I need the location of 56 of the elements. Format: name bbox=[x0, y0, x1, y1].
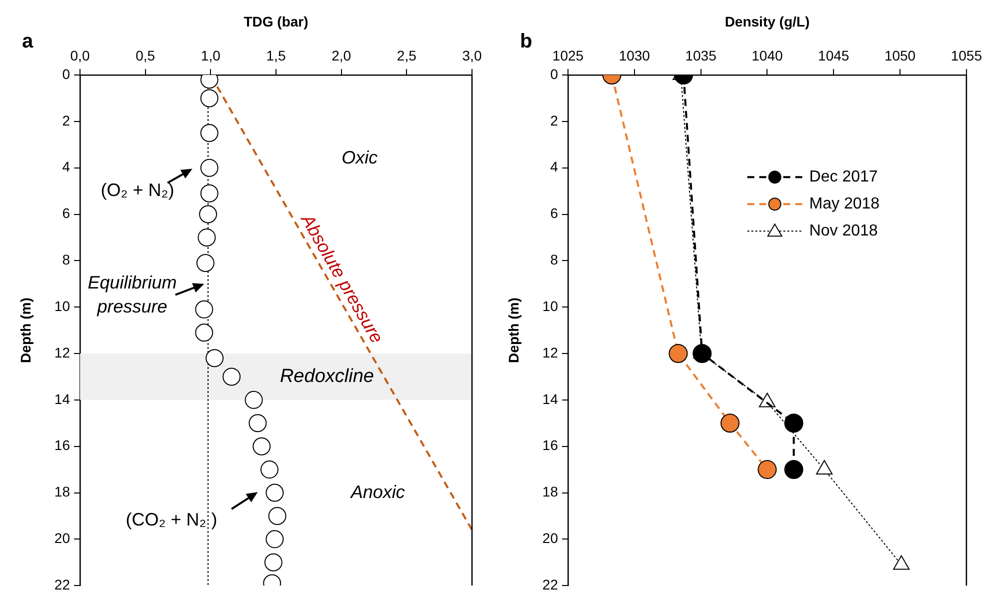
x-tick-label: 1025 bbox=[552, 47, 584, 64]
x-tick-label: 1,0 bbox=[200, 47, 221, 64]
x-tick-label: 2,0 bbox=[332, 47, 352, 64]
x-axis-title: TDG (bar) bbox=[244, 13, 308, 30]
x-tick-label: 3,0 bbox=[462, 47, 482, 64]
text: b bbox=[520, 30, 532, 53]
legend-label: Nov 2018 bbox=[809, 222, 878, 240]
point bbox=[206, 349, 224, 368]
y-tick-label: 16 bbox=[54, 437, 70, 454]
annotation: (O₂ + N₂) bbox=[100, 180, 174, 200]
y-tick-label: 20 bbox=[54, 530, 70, 546]
y-axis-title: Depth (m) bbox=[17, 298, 34, 363]
x-tick-label: 0,0 bbox=[70, 47, 90, 64]
y-tick-label: 4 bbox=[62, 158, 70, 175]
y-tick-label: 6 bbox=[550, 205, 558, 222]
band-label: Redoxcline bbox=[280, 366, 374, 387]
annotation: Oxic bbox=[342, 148, 378, 168]
x-tick-label: 0,5 bbox=[136, 47, 156, 64]
y-tick-label: 12 bbox=[54, 344, 70, 360]
x-tick-label: 1040 bbox=[752, 47, 783, 64]
legend-label: Dec 2017 bbox=[809, 168, 878, 186]
point bbox=[244, 390, 263, 409]
y-tick-label: 18 bbox=[54, 484, 70, 500]
y-tick-label: 14 bbox=[54, 390, 70, 407]
y-tick-label: 0 bbox=[62, 66, 70, 82]
x-tick-label: 1,5 bbox=[266, 47, 286, 64]
y-tick-label: 8 bbox=[550, 252, 558, 268]
x-tick-label: 2,5 bbox=[396, 47, 417, 64]
legend-label: May 2018 bbox=[809, 196, 880, 213]
annotation: (CO₂ + N₂ ) bbox=[126, 510, 218, 530]
x-tick-label: 1050 bbox=[884, 47, 916, 64]
x-tick-label: 1035 bbox=[685, 47, 717, 64]
y-axis-title: Depth (m) bbox=[505, 298, 522, 363]
y-tick-label: 0 bbox=[550, 66, 558, 82]
y-tick-label: 20 bbox=[542, 530, 558, 546]
y-tick-label: 2 bbox=[550, 112, 558, 128]
y-tick-label: 8 bbox=[62, 252, 70, 268]
y-tick-label: 22 bbox=[542, 576, 558, 592]
annotation: Anoxic bbox=[350, 482, 405, 502]
x-tick-label: 1045 bbox=[818, 47, 850, 64]
y-tick-label: 22 bbox=[54, 576, 70, 592]
x-tick-label: 1055 bbox=[950, 47, 982, 64]
y-tick-label: 10 bbox=[542, 298, 558, 314]
x-tick-label: 1030 bbox=[618, 47, 650, 64]
text: a bbox=[22, 30, 34, 53]
y-tick-label: 2 bbox=[62, 112, 70, 128]
y-tick-label: 18 bbox=[542, 484, 558, 500]
annotation: Equilibrium pressure bbox=[88, 272, 177, 316]
y-tick-label: 4 bbox=[550, 158, 558, 175]
y-tick-label: 10 bbox=[54, 298, 70, 314]
y-tick-label: 12 bbox=[542, 344, 558, 360]
y-tick-label: 14 bbox=[542, 390, 558, 407]
y-tick-label: 16 bbox=[542, 437, 558, 454]
y-tick-label: 6 bbox=[62, 205, 70, 222]
x-axis-title: Density (g/L) bbox=[724, 13, 810, 30]
point bbox=[222, 368, 241, 386]
